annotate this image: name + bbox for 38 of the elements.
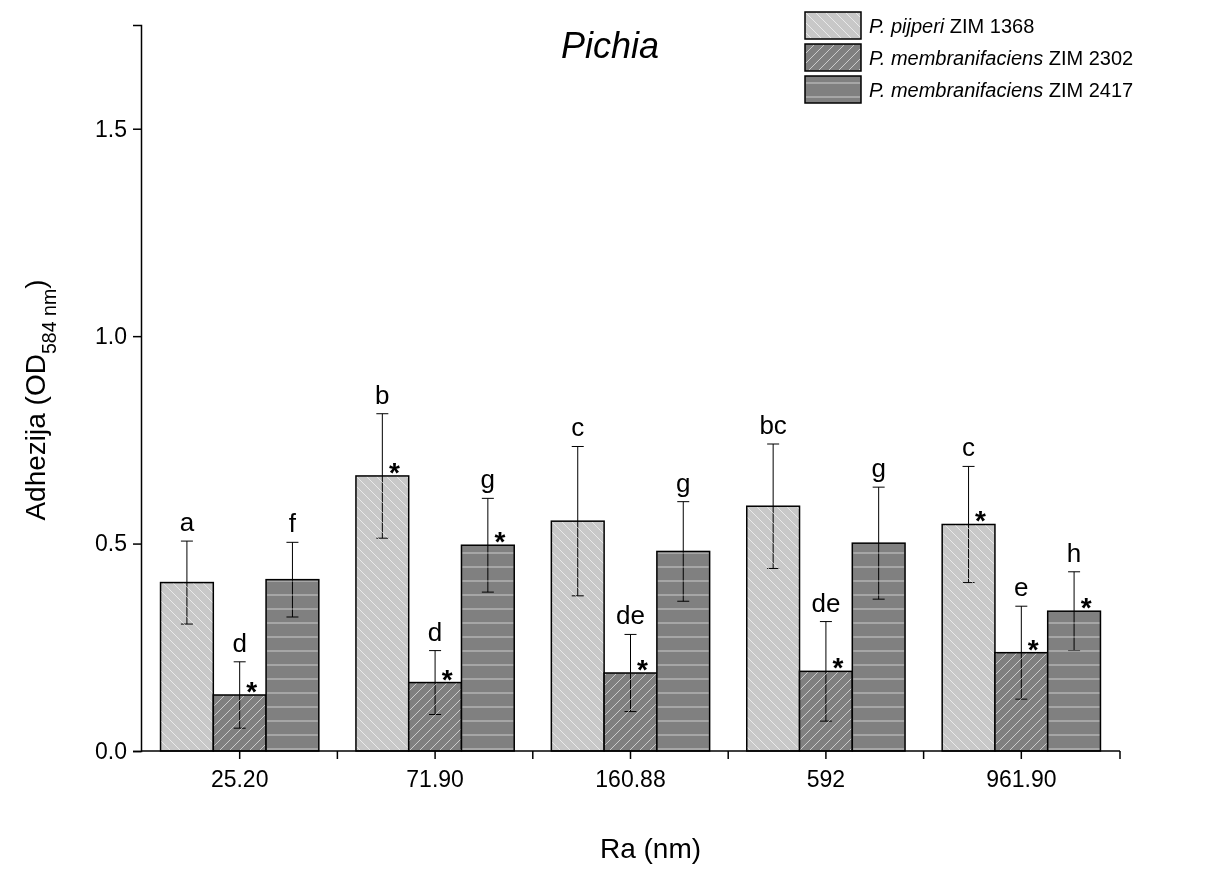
annotation: g [871,453,886,484]
annotation: * [832,652,844,684]
annotation: * [494,526,506,558]
x-tick-label: 961.90 [986,766,1057,793]
annotation: de [616,600,645,631]
annotation: * [637,654,649,686]
annotation: c [962,432,976,463]
annotation: * [1080,592,1092,624]
y-tick-label: 0.0 [95,737,127,764]
y-tick-label: 0.5 [95,530,127,557]
annotation: * [441,663,453,695]
legend-label: P. pijperi ZIM 1368 [869,15,1035,37]
annotation: e [1014,572,1029,603]
annotation: b [375,379,390,410]
annotation: g [676,467,691,498]
annotation: d [427,616,443,647]
annotation: h [1066,537,1082,568]
annotation: c [571,412,585,443]
x-tick-label: 160.88 [595,766,666,793]
legend-label: P. membranifaciens ZIM 2302 [869,47,1134,69]
annotation: a [179,507,195,538]
annotation: bc [759,410,787,441]
annotation: * [246,675,258,707]
y-tick-label: 1.5 [95,115,127,142]
chart-title: Pichia [560,25,660,66]
annotation: g [480,464,496,495]
x-tick-label: 25.20 [210,766,269,793]
x-axis-title: Ra (nm) [599,833,702,864]
legend-label: P. membranifaciens ZIM 2417 [869,79,1134,101]
annotation: * [388,456,400,488]
x-tick-label: 592 [806,766,846,793]
x-tick-label: 71.90 [406,766,464,793]
annotation: f [288,508,297,539]
annotation: * [1027,633,1039,665]
annotation: de [811,587,841,618]
annotation: * [975,505,987,537]
y-tick-label: 1.0 [95,323,127,349]
annotation: d [232,627,247,658]
